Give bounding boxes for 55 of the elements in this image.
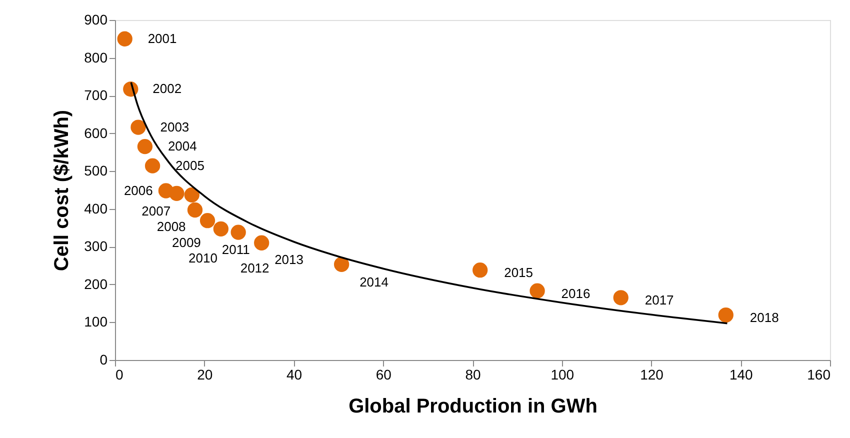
point (184, 187, 200, 202)
annotation: 2002 (152, 81, 182, 96)
annotation: 2004 (168, 138, 197, 154)
y-tick-label: 900 (84, 12, 108, 28)
annotation: 2005 (176, 158, 204, 173)
annotation: 2017 (644, 292, 674, 308)
x-tick-label: 160 (807, 366, 831, 382)
point (472, 262, 488, 278)
annotation: 2006 (124, 182, 153, 198)
point (254, 235, 270, 250)
x-tick-label: 100 (550, 366, 574, 382)
point (117, 31, 132, 46)
y-tick-label: 200 (84, 276, 108, 292)
point (613, 290, 628, 306)
point (530, 283, 545, 298)
y-tick-label: 600 (84, 124, 108, 141)
x-axis-title: Global Production in GWh (348, 396, 598, 418)
annotation: 2007 (142, 203, 171, 218)
annotation: 2010 (188, 250, 218, 266)
y-tick-label: 800 (84, 49, 108, 66)
y-tick-label: 400 (84, 200, 108, 216)
annotation: 2015 (504, 265, 534, 280)
annotation: 2003 (160, 119, 190, 134)
point (213, 221, 228, 236)
y-tick-label: 500 (84, 162, 108, 179)
y-tick-label: 700 (84, 87, 108, 104)
point (334, 256, 350, 272)
annotation: 2001 (148, 30, 177, 46)
point (144, 158, 160, 174)
y-axis-title: Cell cost ($/kWh) (51, 110, 74, 272)
annotation: 2009 (172, 235, 201, 250)
y-tick-label: 100 (84, 314, 108, 330)
x-tick-label: 60 (376, 366, 392, 382)
annotation: 2018 (750, 310, 779, 326)
point (200, 213, 216, 228)
annotation: 2008 (156, 218, 186, 234)
x-tick-label: 40 (286, 366, 302, 382)
point (230, 224, 246, 240)
y-tick-label: 300 (84, 238, 108, 254)
y-tick-label: 0 (100, 352, 108, 368)
point (169, 186, 184, 201)
point (718, 307, 734, 323)
annotation: 2011 (222, 242, 250, 257)
x-tick-label: 0 (116, 366, 124, 382)
point (187, 202, 203, 218)
annotation: 2016 (561, 286, 590, 301)
annotation: 2013 (274, 252, 304, 267)
annotation: 2014 (360, 274, 388, 290)
point (130, 120, 146, 135)
x-tick-label: 80 (465, 366, 481, 382)
point (137, 138, 153, 154)
x-tick-label: 120 (640, 366, 664, 382)
annotation: 2012 (240, 260, 270, 276)
x-tick-label: 20 (197, 366, 213, 382)
x-tick-label: 140 (729, 366, 754, 382)
